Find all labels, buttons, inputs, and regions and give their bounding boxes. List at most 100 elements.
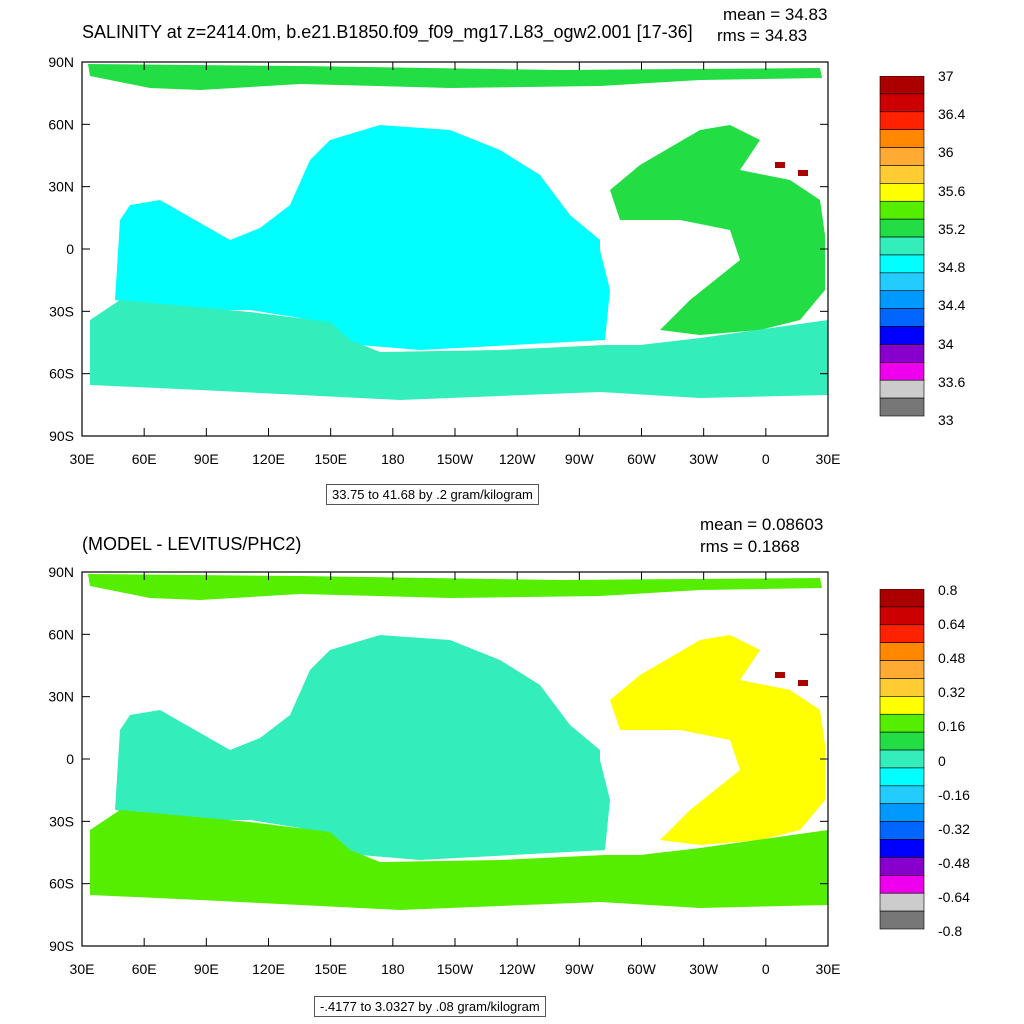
colorbar-swatch xyxy=(879,362,925,381)
colorbar-swatch xyxy=(879,589,925,608)
lon-label: 60W xyxy=(627,451,657,467)
colorbar-swatch xyxy=(879,165,925,184)
lon-label: 120E xyxy=(252,961,285,977)
panel1-rms: rms = 34.83 xyxy=(717,26,808,45)
ocean-region-atlantic xyxy=(610,635,825,845)
colorbar-swatch xyxy=(879,290,925,309)
colorbar-swatch xyxy=(879,183,925,202)
ocean-region-atlantic xyxy=(610,125,825,335)
lat-label: 60S xyxy=(49,876,74,892)
colorbar-swatch xyxy=(879,767,925,787)
lon-label: 30E xyxy=(70,961,95,977)
ocean-region-pacific xyxy=(115,125,610,350)
colorbar-swatch xyxy=(879,624,925,643)
colorbar-label: -0.64 xyxy=(938,888,970,905)
lon-label: 120W xyxy=(499,451,536,467)
colorbar-label: 34 xyxy=(938,335,954,352)
colorbar-swatch xyxy=(879,147,925,166)
colorbar-label: 0.32 xyxy=(938,684,966,701)
ocean-region-arctic xyxy=(88,574,822,600)
colorbar-swatch xyxy=(879,821,925,840)
lon-label: 90E xyxy=(194,961,219,977)
colorbar-swatch xyxy=(879,218,925,238)
lat-label: 60N xyxy=(48,116,74,132)
ocean-region-arctic xyxy=(88,64,822,90)
lat-label: 30N xyxy=(48,689,74,705)
lat-label: 30S xyxy=(49,303,74,319)
lon-label: 30W xyxy=(689,451,719,467)
colorbar-swatch xyxy=(879,910,925,930)
lon-label: 120E xyxy=(252,451,285,467)
lon-label: 180 xyxy=(381,451,405,467)
lon-label: 150W xyxy=(437,961,474,977)
salinity-map: 90N 60N 30N 0 30S 60S 90S 30E 60E 90E 120E 150E 180 1… xyxy=(48,54,841,467)
colorbar-label: -0.48 xyxy=(938,854,970,871)
colorbar-label: 0.64 xyxy=(938,616,966,633)
colorbar-swatch xyxy=(879,642,925,661)
colorbar-swatch xyxy=(879,200,925,220)
lat-label: 0 xyxy=(66,241,74,257)
colorbar-swatch xyxy=(879,857,925,876)
lon-label: 0 xyxy=(762,961,770,977)
colorbar-label: 0.16 xyxy=(938,718,966,735)
lat-label: 60N xyxy=(48,626,74,642)
lon-label: 30E xyxy=(70,451,95,467)
colorbar-swatch xyxy=(879,326,925,345)
lon-label: 150E xyxy=(314,451,347,467)
panel1-title: SALINITY at z=2414.0m, b.e21.B1850.f09_f… xyxy=(82,22,693,42)
colorbar-label: 0.48 xyxy=(938,650,966,667)
lat-label: 90N xyxy=(48,564,74,580)
colorbar-swatch xyxy=(879,308,925,327)
ocean-region-pacific xyxy=(115,635,610,860)
colorbar-swatch xyxy=(879,606,925,626)
colorbar-swatch xyxy=(879,749,925,769)
colorbar-swatch xyxy=(879,803,925,822)
ocean-region-southern xyxy=(90,810,828,910)
lon-label: 0 xyxy=(762,451,770,467)
colorbar-swatch xyxy=(879,839,925,858)
colorbar-label: -0.8 xyxy=(938,923,963,939)
lat-label: 60S xyxy=(49,366,74,382)
lon-label: 60E xyxy=(132,451,157,467)
lat-label: 90S xyxy=(49,938,74,954)
colorbar-label: 34.8 xyxy=(938,259,966,276)
lon-label: 30E xyxy=(816,961,841,977)
ocean-region-mediterranean xyxy=(775,162,785,168)
ocean-region-mediterranean xyxy=(798,170,808,176)
ocean-region-mediterranean xyxy=(798,680,808,686)
colorbar-label: 0.8 xyxy=(938,582,958,598)
colorbar-swatch xyxy=(879,892,925,912)
colorbar-label: -0.16 xyxy=(938,786,970,803)
panel1-mean: mean = 34.83 xyxy=(723,5,828,24)
lon-label: 150E xyxy=(314,961,347,977)
lon-label: 90W xyxy=(565,961,595,977)
colorbar-label: 36.4 xyxy=(938,106,966,123)
panel2-mean: mean = 0.08603 xyxy=(700,515,824,534)
colorbar-swatch xyxy=(879,272,925,292)
colorbar-label: 35.6 xyxy=(938,182,966,199)
colorbar-swatch xyxy=(879,111,925,130)
salinity-colorbar xyxy=(879,76,925,417)
colorbar-swatch xyxy=(879,344,925,363)
colorbar-label: 33.6 xyxy=(938,373,966,390)
lon-label: 150W xyxy=(437,451,474,467)
lon-label: 60W xyxy=(627,961,657,977)
lon-label: 90W xyxy=(565,451,595,467)
panel2-contour-info: -.4177 to 3.0327 by .08 gram/kilogram xyxy=(314,996,546,1017)
lon-label: 120W xyxy=(499,961,536,977)
lon-label: 180 xyxy=(381,961,405,977)
lon-label: 30W xyxy=(689,961,719,977)
colorbar-swatch xyxy=(879,696,925,715)
colorbar-swatch xyxy=(879,875,925,894)
difference-colorbar xyxy=(879,589,925,930)
colorbar-label: 33 xyxy=(938,412,954,428)
lon-label: 30E xyxy=(816,451,841,467)
colorbar-swatch xyxy=(879,785,925,805)
lon-label: 90E xyxy=(194,451,219,467)
ocean-region-mediterranean xyxy=(775,672,785,678)
lat-label: 90N xyxy=(48,54,74,70)
colorbar-swatch xyxy=(879,731,925,751)
colorbar-swatch xyxy=(879,93,925,113)
colorbar-swatch xyxy=(879,76,925,95)
colorbar-label: 0 xyxy=(938,752,946,769)
